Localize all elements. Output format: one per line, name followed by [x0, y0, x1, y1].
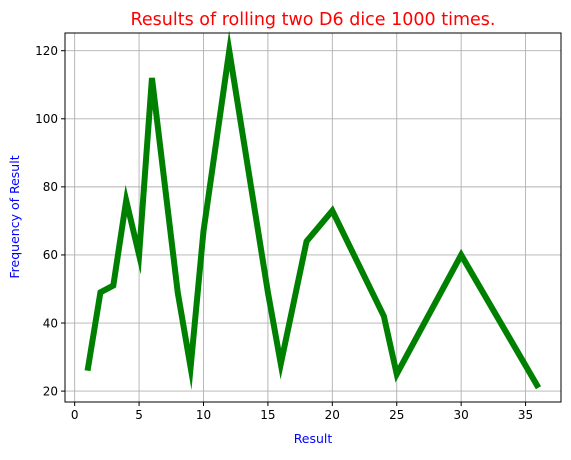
x-tick-label-2: 10	[196, 408, 211, 422]
x-axis-label: Result	[294, 431, 333, 446]
x-tick-label-0: 0	[71, 408, 79, 422]
y-tick-label-4: 100	[35, 112, 58, 126]
x-tick-label-1: 5	[135, 408, 143, 422]
y-axis-label: Frequency of Result	[7, 155, 22, 278]
x-tick-label-3: 15	[260, 408, 275, 422]
y-tick-label-1: 40	[43, 316, 58, 330]
x-tick-label-5: 25	[389, 408, 404, 422]
x-tick-label-6: 30	[454, 408, 469, 422]
x-tick-label-7: 35	[518, 408, 533, 422]
y-tick-label-5: 120	[35, 44, 58, 58]
y-tick-label-2: 60	[43, 248, 58, 262]
chart-title: Results of rolling two D6 dice 1000 time…	[131, 10, 496, 30]
y-tick-label-3: 80	[43, 180, 58, 194]
x-tick-label-4: 20	[325, 408, 340, 422]
y-tick-label-0: 20	[43, 384, 58, 398]
